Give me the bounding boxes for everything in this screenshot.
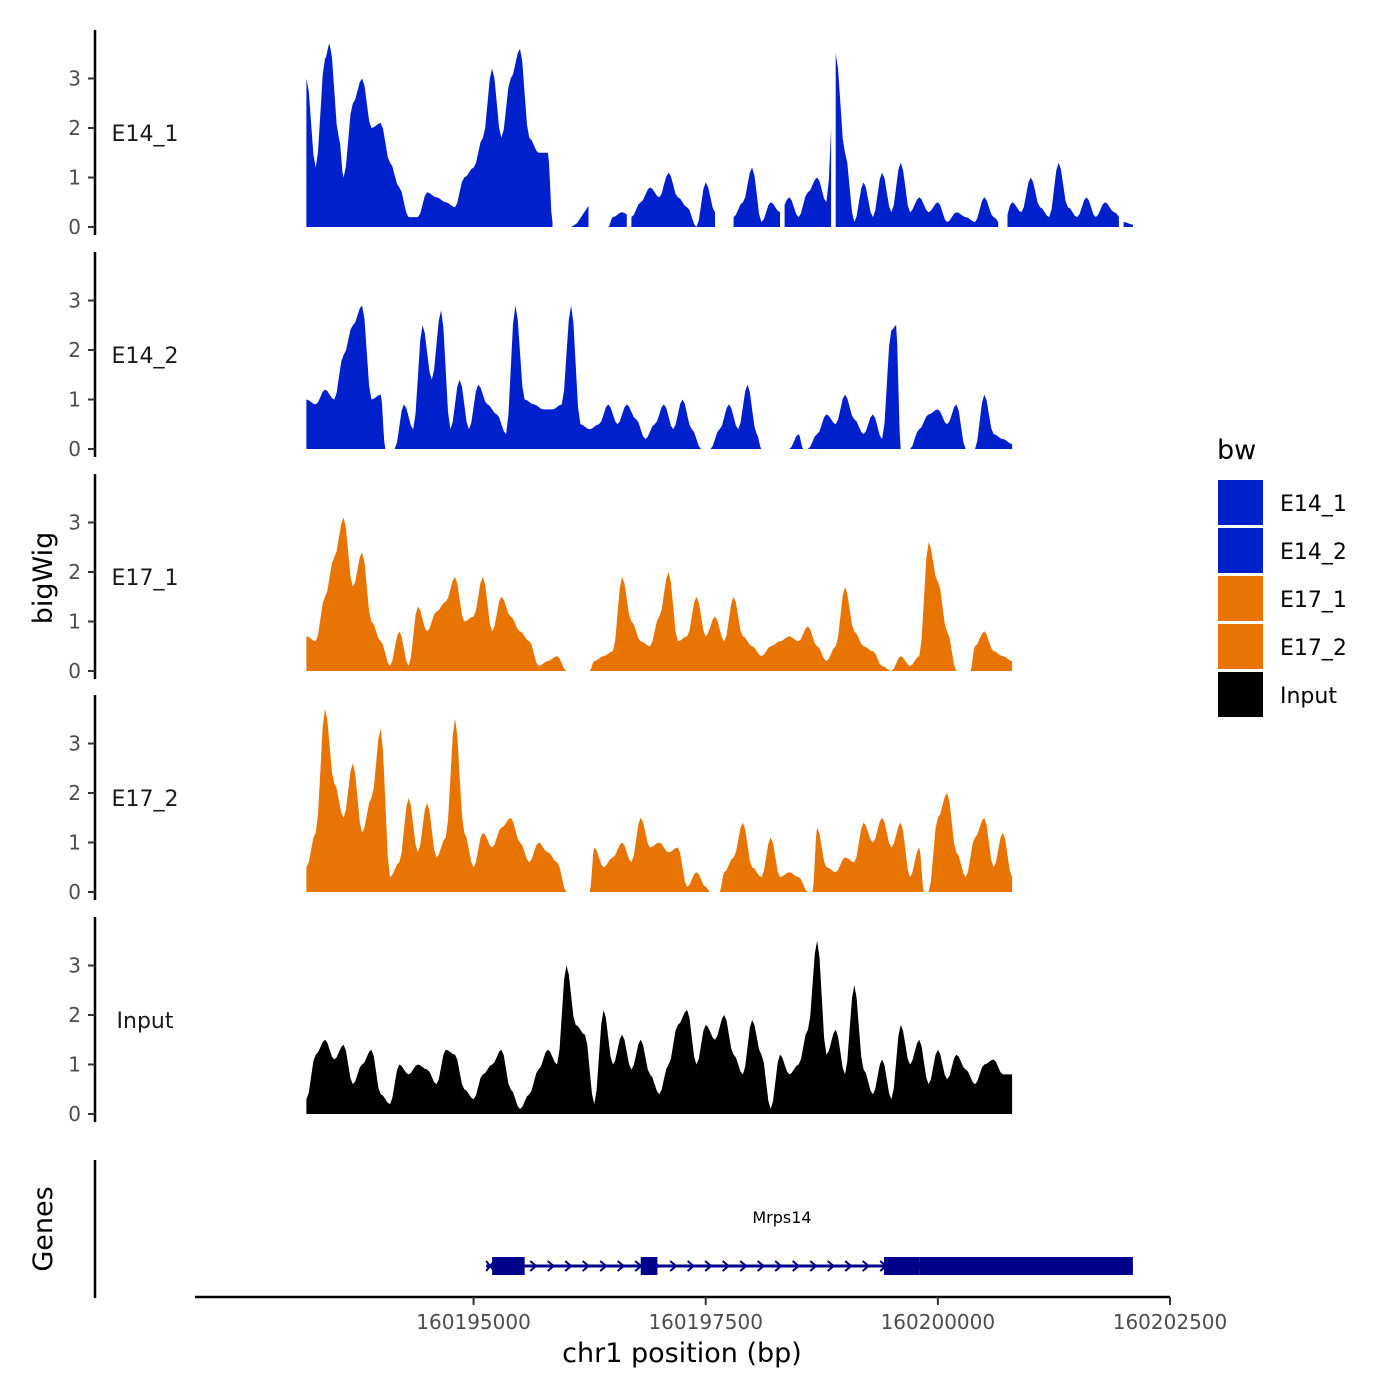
signal-area-E17_1	[306, 517, 1013, 671]
exon-Mrps14-3	[884, 1257, 920, 1275]
exon-Mrps14-2	[640, 1257, 658, 1275]
x-tick-label-160197500: 160197500	[648, 1310, 763, 1334]
strand-arrow	[792, 1260, 801, 1272]
legend-label-Input: Input	[1280, 684, 1337, 709]
y-tick-label-E17_1-3: 3	[68, 511, 81, 535]
y-tick-label-Input-2: 2	[68, 1003, 81, 1027]
strand-arrow	[564, 1260, 573, 1272]
y-tick-label-E14_1-2: 2	[68, 116, 81, 140]
strand-arrow	[774, 1260, 783, 1272]
y-tick-label-E14_2-3: 3	[68, 289, 81, 313]
strand-arrow	[844, 1260, 853, 1272]
y-tick-label-Input-1: 1	[68, 1053, 81, 1077]
y-axis-title: bigWig	[28, 532, 59, 625]
y-tick-label-E14_1-3: 3	[68, 67, 81, 91]
strand-arrow	[862, 1260, 871, 1272]
x-axis-title: chr1 position (bp)	[562, 1338, 802, 1369]
y-tick-label-Input-3: 3	[68, 954, 81, 978]
y-tick-label-E14_2-1: 1	[68, 388, 81, 412]
exon-Mrps14-1	[492, 1257, 525, 1275]
x-tick-label-160195000: 160195000	[416, 1310, 531, 1334]
track-label-E14_2: E14_2	[112, 344, 179, 369]
legend-key-E14_1	[1218, 480, 1263, 525]
strand-arrow	[599, 1260, 608, 1272]
y-tick-label-E17_1-0: 0	[68, 659, 81, 683]
strand-arrow	[582, 1260, 591, 1272]
strand-arrow	[687, 1260, 696, 1272]
strand-arrow	[617, 1260, 626, 1272]
gene-label-Mrps14: Mrps14	[752, 1208, 811, 1227]
legend-key-E14_2	[1218, 528, 1263, 573]
strand-arrow	[739, 1260, 748, 1272]
y-tick-label-E14_2-0: 0	[68, 437, 81, 461]
legend-label-E14_1: E14_1	[1280, 492, 1347, 517]
y-tick-label-E17_2-1: 1	[68, 831, 81, 855]
x-tick-label-160200000: 160200000	[881, 1310, 996, 1334]
y-tick-label-E14_1-1: 1	[68, 166, 81, 190]
strand-arrow	[722, 1260, 731, 1272]
signal-area-E17_2	[306, 708, 1013, 892]
strand-arrow	[809, 1260, 818, 1272]
strand-arrow	[529, 1260, 538, 1272]
signal-area-E14_1	[306, 43, 1133, 227]
strand-arrow	[827, 1260, 836, 1272]
strand-arrow	[669, 1260, 678, 1272]
legend-label-E17_1: E17_1	[1280, 588, 1347, 613]
signal-area-Input	[306, 940, 1013, 1114]
exon-Mrps14-4	[919, 1257, 1133, 1275]
legend-title: bw	[1217, 435, 1256, 466]
y-tick-label-E17_2-3: 3	[68, 732, 81, 756]
x-tick-label-160202500: 160202500	[1113, 1310, 1228, 1334]
signal-area-E14_2	[306, 305, 1013, 449]
legend-key-E17_2	[1218, 624, 1263, 669]
track-label-E17_1: E17_1	[112, 566, 179, 591]
y-tick-label-E17_1-2: 2	[68, 560, 81, 584]
legend-label-E17_2: E17_2	[1280, 636, 1347, 661]
y-tick-label-E14_2-2: 2	[68, 338, 81, 362]
strand-arrow	[704, 1260, 713, 1272]
strand-arrow	[757, 1260, 766, 1272]
legend-key-Input	[1218, 672, 1263, 717]
strand-arrow	[547, 1260, 556, 1272]
y-tick-label-Input-0: 0	[68, 1102, 81, 1126]
legend-label-E14_2: E14_2	[1280, 540, 1347, 565]
track-label-Input: Input	[117, 1009, 174, 1034]
y-tick-label-E17_2-2: 2	[68, 781, 81, 805]
y-tick-label-E17_1-1: 1	[68, 610, 81, 634]
genes-axis-title: Genes	[28, 1186, 59, 1271]
y-tick-label-E17_2-0: 0	[68, 880, 81, 904]
track-label-E14_1: E14_1	[112, 122, 179, 147]
legend-key-E17_1	[1218, 576, 1263, 621]
y-tick-label-E14_1-0: 0	[68, 215, 81, 239]
track-label-E17_2: E17_2	[112, 787, 179, 812]
